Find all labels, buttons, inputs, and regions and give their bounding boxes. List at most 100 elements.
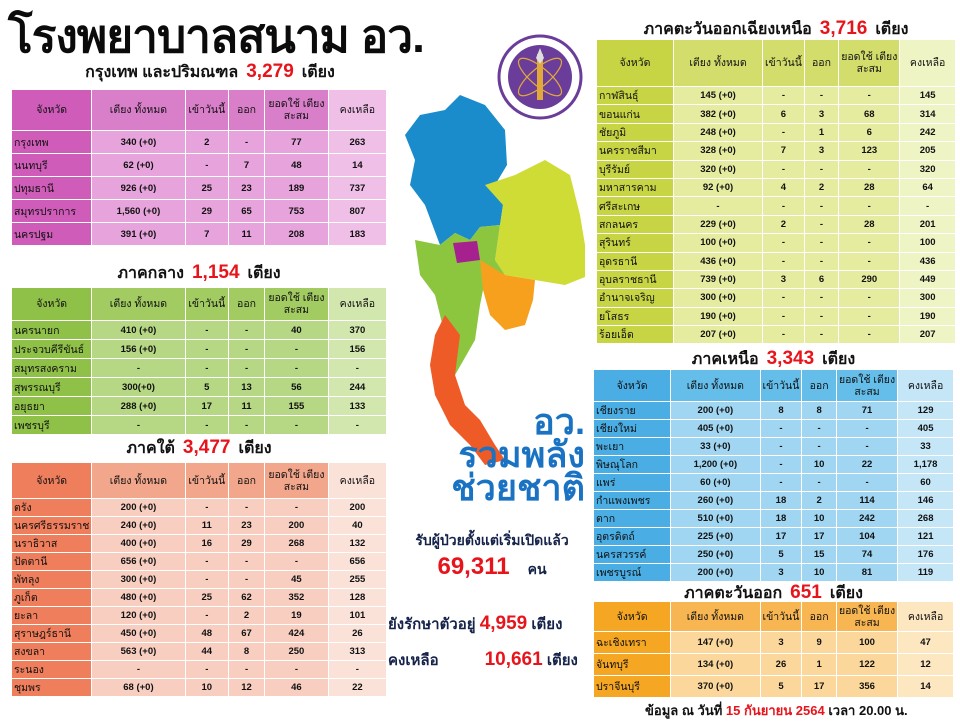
value-cell: - xyxy=(802,420,836,437)
table-row: ยโสธร 190 (+0) - - -190 xyxy=(597,307,955,326)
table-row: กรุงเทพ 340 (+0) 2-77 263 xyxy=(12,131,386,153)
province-cell: นราธิวาส xyxy=(12,535,92,552)
value-cell: 4 xyxy=(763,178,804,197)
value-cell: - xyxy=(804,215,839,234)
treating-label: ยังรักษาตัวอยู่ xyxy=(388,616,476,633)
value-cell: 449 xyxy=(900,270,955,289)
value-cell: 11 xyxy=(185,517,228,534)
value-cell: 19 xyxy=(265,607,328,624)
value-cell: 510 (+0) xyxy=(671,510,760,527)
region-name: ภาคเหนือ xyxy=(691,351,759,368)
patients-total: 69,311 คน xyxy=(392,553,592,581)
column-header: คงเหลือ xyxy=(898,602,953,631)
value-cell: 8 xyxy=(760,402,802,419)
table-row: ปัตตานี 656 (+0) - - -656 xyxy=(12,553,386,570)
column-header: เข้าวันนี้ xyxy=(185,288,228,320)
patients-unit: คน xyxy=(527,561,547,577)
value-cell: 33 (+0) xyxy=(671,438,760,455)
value-cell: - xyxy=(760,420,802,437)
value-cell: 17 xyxy=(802,528,836,545)
value-cell: - xyxy=(185,607,228,624)
value-cell: 155 xyxy=(265,397,328,415)
table-row: เพชรบูรณ์ 200 (+0) 3 10 81 119 xyxy=(594,564,953,581)
value-cell: - xyxy=(185,416,228,434)
table-row: นราธิวาส 400 (+0) 16 29 268 132 xyxy=(12,535,386,552)
table-row: ตรัง 200 (+0) - - -200 xyxy=(12,499,386,516)
value-cell: 3 xyxy=(760,632,802,653)
value-cell: 18 xyxy=(760,492,802,509)
table-row: ภูเก็ต 480 (+0) 25 62 352 128 xyxy=(12,589,386,606)
map-east xyxy=(480,260,535,330)
value-cell: 176 xyxy=(898,546,953,563)
value-cell: 3 xyxy=(763,270,804,289)
value-cell: - xyxy=(185,359,228,377)
table-row: พัทลุง 300 (+0) - -45 255 xyxy=(12,571,386,588)
value-cell: 190 xyxy=(900,307,955,326)
province-cell: นครปฐม xyxy=(12,223,92,245)
value-cell: 156 (+0) xyxy=(92,340,185,358)
value-cell: - xyxy=(92,359,185,377)
province-cell: กำแพงเพชร xyxy=(594,492,671,509)
column-header: เตียง ทั้งหมด xyxy=(671,602,760,631)
table-row: นครปฐม 391 (+0) 7 11 208 183 xyxy=(12,223,386,245)
column-header: ยอดใช้ เตียงสะสม xyxy=(836,602,898,631)
value-cell: - xyxy=(185,499,228,516)
province-cell: ขอนแก่น xyxy=(597,105,673,123)
value-cell: 263 xyxy=(328,131,386,153)
table-row: สกลนคร 229 (+0) 2-28 201 xyxy=(597,215,955,234)
table-row: ยะลา 120 (+0) -2 19 101 xyxy=(12,607,386,624)
footer-time-value: 20.00 น. xyxy=(858,703,908,718)
value-cell: 119 xyxy=(898,564,953,581)
table-row: อุบลราชธานี 739 (+0) 3 6 290 449 xyxy=(597,270,955,289)
column-header: จังหวัด xyxy=(594,602,671,631)
east-table: จังหวัด เตียง ทั้งหมด เข้าวันนี้ ออก ยอดใช้ … xyxy=(593,601,954,698)
value-cell: 189 xyxy=(265,177,328,199)
northeast-table: จังหวัด เตียง ทั้งหมด เข้าวันนี้ ออก ยอดใช้ … xyxy=(596,39,956,344)
column-header: ออก xyxy=(229,90,265,130)
unit-label: เตียง xyxy=(546,652,578,669)
value-cell: 129 xyxy=(898,402,953,419)
column-header: เตียง ทั้งหมด xyxy=(92,288,185,320)
patients-total-value: 69,311 xyxy=(437,553,510,580)
value-cell: - xyxy=(804,87,839,105)
value-cell: 208 xyxy=(265,223,328,245)
value-cell: 40 xyxy=(328,517,386,534)
value-cell: 17 xyxy=(802,676,836,697)
region-name: ภาคตะวันออกเฉียงเหนือ xyxy=(643,21,812,38)
value-cell: 200 (+0) xyxy=(671,564,760,581)
value-cell: - xyxy=(839,160,900,178)
value-cell: - xyxy=(673,197,763,215)
table-header-row: จังหวัด เตียง ทั้งหมด เข้าวันนี้ ออก ยอดใช้ … xyxy=(594,602,953,631)
value-cell: 300 (+0) xyxy=(673,289,763,307)
region-total: 3,343 xyxy=(766,348,815,369)
column-header: คงเหลือ xyxy=(328,288,386,320)
value-cell: 22 xyxy=(836,456,898,473)
table-row: สมุทรปราการ 1,560 (+0) 29 65 753 807 xyxy=(12,200,386,222)
province-cell: พิษณุโลก xyxy=(594,456,671,473)
province-cell: สมุทรสงคราม xyxy=(12,359,92,377)
table-row: เพชรบุรี - - - - - xyxy=(12,416,386,434)
column-header: เข้าวันนี้ xyxy=(760,602,802,631)
value-cell: 450 (+0) xyxy=(92,625,185,642)
bangkok-table: จังหวัด เตียง ทั้งหมด เข้าวันนี้ ออก ยอดใช้ … xyxy=(11,89,387,246)
province-cell: สุราษฎร์ธานี xyxy=(12,625,92,642)
table-row: ตาก 510 (+0) 18 10 242 268 xyxy=(594,510,953,527)
column-header: คงเหลือ xyxy=(900,40,955,86)
table-row: อุตรดิตถ์ 225 (+0) 17 17 104 121 xyxy=(594,528,953,545)
province-cell: บุรีรัมย์ xyxy=(597,160,673,178)
slogan-line: รวมพลัง xyxy=(458,434,585,475)
value-cell: - xyxy=(328,359,386,377)
province-cell: จันทบุรี xyxy=(594,654,671,675)
column-header: จังหวัด xyxy=(12,463,92,498)
table-row: จันทบุรี 134 (+0) 26 1 122 12 xyxy=(594,654,953,675)
value-cell: 104 xyxy=(836,528,898,545)
value-cell: 229 (+0) xyxy=(673,215,763,234)
slogan-line: ช่วยชาติ xyxy=(451,467,585,508)
column-header: ยอดใช้ เตียงสะสม xyxy=(836,370,898,401)
south-title: ภาคใต้ 3,477 เตียง xyxy=(12,436,386,461)
value-cell: 391 (+0) xyxy=(92,223,185,245)
value-cell: 65 xyxy=(229,200,265,222)
value-cell: - xyxy=(185,553,228,570)
column-header: จังหวัด xyxy=(12,288,92,320)
table-row: อุดรธานี 436 (+0) - - -436 xyxy=(597,252,955,270)
